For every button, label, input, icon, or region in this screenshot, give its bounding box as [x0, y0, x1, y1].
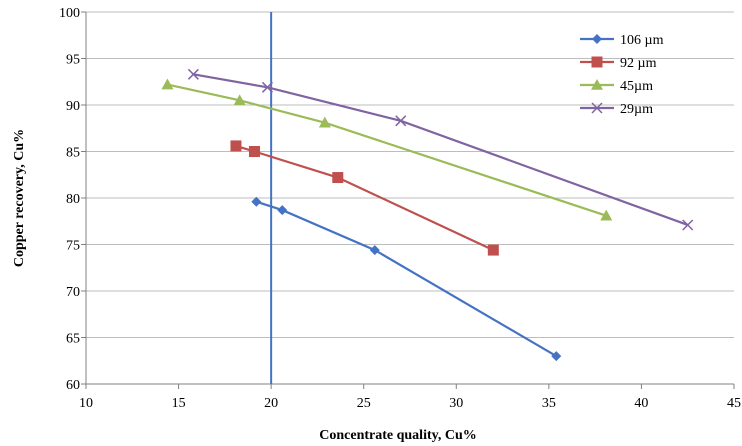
- series-layer: [161, 68, 694, 362]
- data-point: [251, 196, 262, 207]
- y-axis-label: Copper recovery, Cu%: [12, 129, 27, 267]
- data-point: [551, 351, 562, 362]
- x-axis-label: Concentrate quality, Cu%: [319, 428, 477, 443]
- series-line: [167, 83, 607, 217]
- x-marker-stroke: [261, 81, 273, 93]
- x-marker-stroke: [682, 219, 694, 231]
- data-point: [369, 245, 380, 256]
- legend-item: 45µm: [580, 79, 653, 94]
- x-marker-stroke: [187, 68, 199, 80]
- series-line: [235, 144, 494, 252]
- legend: 106 µm 92 µm 45µm 29µm: [580, 33, 664, 117]
- y-tick-label: 90: [66, 99, 80, 114]
- y-tick-label: 80: [66, 192, 80, 207]
- y-tick-label: 60: [66, 378, 80, 393]
- legend-marker: [591, 102, 603, 114]
- y-tick-label: 65: [66, 332, 80, 347]
- axes: [81, 11, 735, 389]
- x-tick-labels: 10 15 20 25 30 35 40 45: [79, 396, 741, 411]
- series-1: [230, 140, 499, 256]
- y-tick-labels: 60 65 70 75 80 85 90 95 100: [59, 6, 80, 393]
- data-point: [682, 219, 694, 231]
- x-tick-label: 20: [264, 396, 278, 411]
- data-point: [161, 78, 174, 90]
- legend-marker: [592, 34, 602, 44]
- series-2: [161, 78, 613, 221]
- data-point: [277, 205, 288, 216]
- data-point: [261, 81, 273, 93]
- x-marker-stroke: [395, 115, 407, 127]
- data-point: [600, 209, 613, 221]
- x-tick-label: 25: [357, 396, 371, 411]
- x-tick-label: 45: [727, 396, 741, 411]
- legend-item: 29µm: [580, 102, 653, 117]
- data-point: [318, 116, 331, 128]
- y-tick-label: 95: [66, 53, 80, 68]
- x-tick-label: 40: [634, 396, 648, 411]
- legend-marker: [591, 56, 603, 68]
- data-point: [395, 115, 407, 127]
- y-tick-label: 70: [66, 285, 80, 300]
- series-line: [255, 200, 557, 358]
- x-marker-stroke: [591, 102, 603, 114]
- series-0: [251, 196, 562, 362]
- y-tick-label: 100: [59, 6, 80, 21]
- x-tick-label: 15: [172, 396, 186, 411]
- data-point: [248, 146, 260, 157]
- y-tick-label: 85: [66, 146, 80, 161]
- data-point: [487, 244, 499, 256]
- x-tick-label: 10: [79, 396, 93, 411]
- legend-label: 106 µm: [620, 33, 664, 48]
- legend-marker: [591, 79, 603, 90]
- legend-label: 92 µm: [620, 56, 657, 71]
- legend-label: 45µm: [620, 79, 653, 94]
- x-tick-label: 35: [542, 396, 556, 411]
- y-tick-label: 75: [66, 239, 80, 254]
- legend-item: 92 µm: [580, 56, 657, 71]
- data-point: [230, 140, 242, 152]
- legend-item: 106 µm: [580, 33, 664, 48]
- data-point: [187, 68, 199, 80]
- series-line: [193, 73, 689, 227]
- x-tick-label: 30: [449, 396, 463, 411]
- data-point: [332, 172, 344, 184]
- legend-label: 29µm: [620, 102, 653, 117]
- series-3: [187, 68, 694, 231]
- data-point: [233, 94, 246, 106]
